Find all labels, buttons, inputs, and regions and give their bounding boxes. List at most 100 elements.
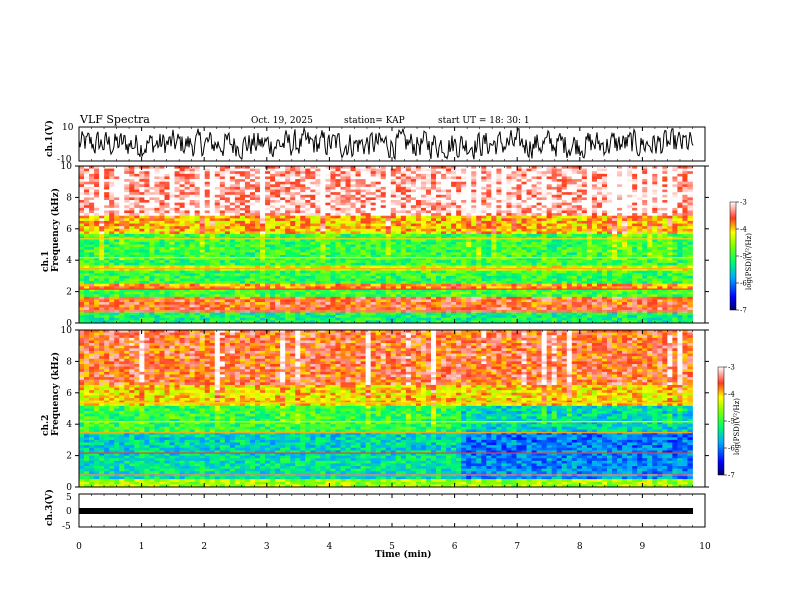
spectrogram-cell [405,223,412,227]
spectrogram-cell [244,220,251,224]
spectrogram-cell [622,247,628,251]
spectrogram-cell [345,173,351,177]
spectrogram-cell [541,252,548,256]
spectrogram-cell [79,194,85,198]
spectrogram-cell [586,268,593,272]
spectrogram-cell [360,192,367,196]
spectrogram-cell [355,218,361,222]
spectrogram-cell [94,257,100,261]
spectrogram-cell [526,213,532,217]
spectrogram-cell [330,252,336,256]
spectrogram-cell [496,236,502,240]
spectrogram-cell [295,262,301,266]
spectrogram-cell [612,249,618,253]
spectrogram-cell [531,249,537,253]
spectrogram-cell [360,231,367,235]
spectrogram-cell [335,249,341,253]
spectrogram-cell [451,234,457,238]
spectrogram-cell [481,179,487,183]
spectrogram-cell [340,241,346,245]
spectrogram-cell [642,186,648,190]
spectrogram-cell [431,244,437,248]
spectrogram-cell [239,223,246,227]
spectrogram-cell [456,179,462,183]
spectrogram-cell [159,257,165,261]
spectrogram-cell [617,265,623,269]
spectrogram-cell [446,260,452,264]
spectrogram-cell [667,200,673,204]
spectrogram-cell [149,200,155,204]
spectrogram-cell [229,176,236,180]
spectrogram-cell [571,197,578,201]
spectrogram-cell [199,173,206,177]
spectrogram-cell [451,210,457,214]
spectrogram-cell [521,241,527,245]
spectrogram-cell [255,186,261,190]
spectrogram-cell [229,223,236,227]
spectrogram-cell [385,241,392,245]
spectrogram-cell [632,205,638,209]
spectrogram-cell [315,262,321,266]
spectrogram-cell [586,223,593,227]
spectrogram-cell [591,197,598,201]
spectrogram-cell [275,223,281,227]
spectrogram-cell [516,179,522,183]
spectrogram-cell [290,186,296,190]
spectrogram-cell [214,181,221,185]
spectrogram-cell [627,194,633,198]
spectrogram-cell [400,220,407,224]
spectrogram-cell [275,249,281,253]
spectrogram-cell [622,184,628,188]
spectrogram-cell [335,236,341,240]
spectrogram-cell [647,166,653,170]
spectrogram-cell [642,181,648,185]
spectrogram-cell [647,186,653,190]
spectrogram-cell [295,179,301,183]
spectrogram-cell [410,234,417,238]
spectrogram-cell [662,226,668,230]
spectrogram-cell [114,166,120,170]
spectrogram-cell [159,181,165,185]
spectrogram-cell [214,220,221,224]
spectrogram-cell [461,192,467,196]
spectrogram-cell [682,202,688,206]
spectrogram-cell [139,223,145,227]
spectrogram-cell [632,226,638,230]
spectrogram-cell [586,254,593,258]
spectrogram-cell [330,270,336,274]
spectrogram-cell [431,270,437,274]
spectrogram-cell [239,186,246,190]
spectrogram-cell [471,268,477,272]
spectrogram-cell [174,244,180,248]
spectrogram-cell [305,205,311,209]
spectrogram-cell [134,171,140,175]
spectrogram-cell [260,262,266,266]
spectrogram-cell [662,252,668,256]
spectrogram-cell [260,244,266,248]
spectrogram-cell [536,205,543,209]
spectrogram-cell [244,181,251,185]
spectrogram-cell [682,215,688,219]
spectrogram-cell [169,249,175,253]
spectrogram-cell [375,244,382,248]
spectrogram-cell [194,179,201,183]
spectrogram-cell [657,168,663,172]
spectrogram-cell [119,189,125,193]
spectrogram-cell [677,228,683,232]
spectrogram-cell [395,236,402,240]
spectrogram-cell [109,181,115,185]
spectrogram-cell [194,231,201,235]
spectrogram-cell [682,244,688,248]
spectrogram-cell [576,192,583,196]
spectrogram-cell [541,231,548,235]
spectrogram-cell [390,257,397,261]
spectrogram-cell [285,249,291,253]
spectrogram-cell [506,239,512,243]
spectrogram-cell [234,226,241,230]
spectrogram-cell [224,186,231,190]
spectrogram-cell [159,207,165,211]
spectrogram-cell [99,254,105,258]
spectrogram-cell [425,210,432,214]
spectrogram-cell [632,234,638,238]
spectrogram-cell [149,239,155,243]
